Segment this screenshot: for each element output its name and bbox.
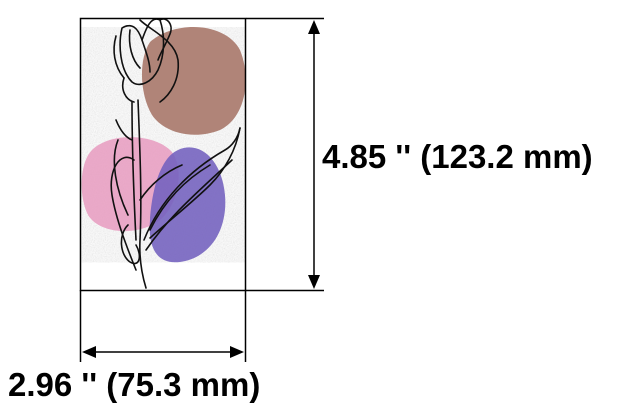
tulip-line-art-icon [110, 18, 241, 289]
width-dimension-label: 2.96 '' (75.3 mm) [8, 366, 261, 403]
height-dimension-label: 4.85 '' (123.2 mm) [322, 138, 593, 175]
arrow-up-icon [308, 20, 320, 34]
width-dimension-line [79, 290, 247, 362]
height-dimension-line [246, 17, 324, 292]
design-area-frame [79, 17, 247, 292]
arrow-left-icon [82, 346, 96, 358]
arrow-right-icon [230, 346, 244, 358]
arrow-down-icon [308, 275, 320, 289]
brown-blob [141, 27, 246, 135]
artwork-color-fills [81, 27, 246, 263]
